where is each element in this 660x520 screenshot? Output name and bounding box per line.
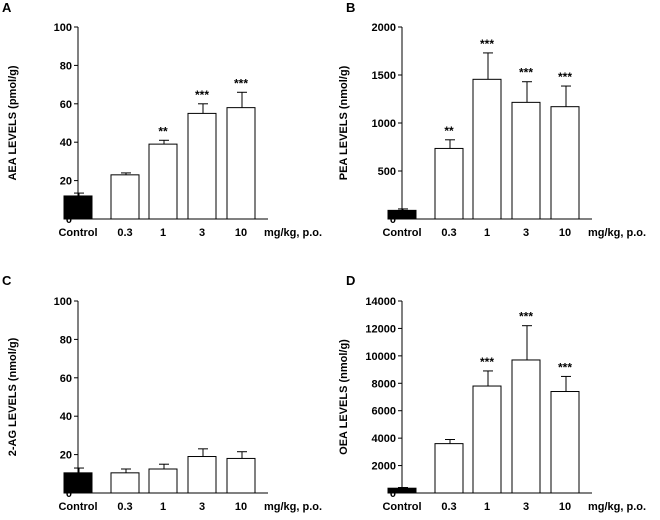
significance-label: *** [480,37,494,51]
y-tick-label: 6000 [372,406,396,418]
chart-panel-a: A 0 20 40 60 80 100 AEA LEVELS (pmol/g) Control 0… [2,0,322,239]
x-unit-label: mg/kg, p.o. [264,227,322,239]
bar-Control [63,195,93,220]
x-tick-label: 0.3 [441,227,456,239]
x-unit-label: mg/kg, p.o. [264,501,322,513]
x-tick-label: 1 [160,501,166,513]
significance-label: ** [158,124,168,138]
x-tick-label: 3 [523,501,529,513]
bar-0.3 [434,147,464,220]
chart-panel-c: C 0 20 40 60 80 100 2-AG LEVELS (nmol/g) Control… [2,273,322,513]
y-tick-label: 80 [60,334,72,346]
bar-Control [63,472,93,494]
bar-10 [550,106,580,220]
y-axis-title: AEA LEVELS (pmol/g) [7,65,19,180]
bar-Control [387,209,417,220]
bar-10 [226,107,256,220]
y-tick-label: 2000 [372,461,396,473]
panel-letter: B [346,0,355,15]
y-tick-label: 500 [378,166,396,178]
x-tick-label: 0.3 [441,501,456,513]
bar-0.3 [110,174,140,220]
y-tick-label: 40 [60,411,72,423]
y-tick-label: 2000 [372,22,396,34]
x-tick-label: 3 [199,227,205,239]
bar-1 [472,385,502,494]
bar-Control [387,487,417,494]
y-tick-label: 1500 [372,70,396,82]
x-tick-label: 0.3 [117,501,132,513]
bar-1 [472,78,502,220]
x-tick-label: 3 [523,227,529,239]
bar-0.3 [434,443,464,494]
x-tick-label: 10 [235,227,247,239]
significance-label: *** [558,70,572,84]
panel-letter: C [2,273,12,288]
panel-letter: D [346,273,355,288]
bar-3 [187,456,217,494]
x-tick-label: 0.3 [117,227,132,239]
y-tick-label: 0 [66,214,72,226]
y-tick-label: 4000 [372,433,396,445]
y-axis-title: OEA LEVELS (nmol/g) [338,339,350,455]
significance-label: *** [195,88,209,102]
bar-3 [187,112,217,220]
y-tick-label: 100 [54,296,72,308]
bar-3 [511,359,541,494]
y-tick-label: 10000 [365,351,396,363]
x-tick-label: 1 [160,227,166,239]
y-tick-label: 14000 [365,296,396,308]
y-tick-label: 60 [60,373,72,385]
x-unit-label: mg/kg, p.o. [588,501,646,513]
x-unit-label: mg/kg, p.o. [588,227,646,239]
x-tick-label: 10 [559,501,571,513]
x-tick-label: Control [58,227,97,239]
significance-label: *** [234,76,248,90]
y-axis-title: PEA LEVELS (nmol/g) [338,65,350,180]
bar-3 [511,101,541,220]
y-axis-title: 2-AG LEVELS (nmol/g) [7,337,19,456]
chart-panel-b: B 0 500 1000 1500 2000 PEA LEVELS (nmol/g) Cont… [338,0,646,239]
bar-10 [550,391,580,494]
y-tick-label: 0 [390,214,396,226]
y-tick-label: 20 [60,176,72,188]
x-tick-label: 10 [559,227,571,239]
bar-10 [226,457,256,494]
y-tick-label: 80 [60,60,72,72]
panel-letter: A [2,0,12,15]
y-tick-label: 0 [390,488,396,500]
y-tick-label: 8000 [372,378,396,390]
y-tick-label: 12000 [365,323,396,335]
significance-label: *** [558,360,572,374]
y-tick-label: 60 [60,99,72,111]
chart-panel-d: D 0 2000 4000 6000 8000 10000 12000 14000 OEA LEV… [338,273,646,513]
bar-0.3 [110,472,140,494]
x-tick-label: 3 [199,501,205,513]
y-tick-label: 20 [60,450,72,462]
x-tick-label: Control [58,501,97,513]
significance-label: *** [519,310,533,324]
significance-label: *** [519,66,533,80]
significance-label: ** [444,124,454,138]
x-tick-label: Control [382,227,421,239]
y-tick-label: 0 [66,488,72,500]
bar-1 [148,143,178,220]
x-tick-label: 1 [484,501,490,513]
y-tick-label: 1000 [372,118,396,130]
y-tick-label: 100 [54,22,72,34]
significance-label: *** [480,355,494,369]
y-tick-label: 40 [60,137,72,149]
bar-1 [148,468,178,494]
x-tick-label: 1 [484,227,490,239]
x-tick-label: Control [382,501,421,513]
x-tick-label: 10 [235,501,247,513]
